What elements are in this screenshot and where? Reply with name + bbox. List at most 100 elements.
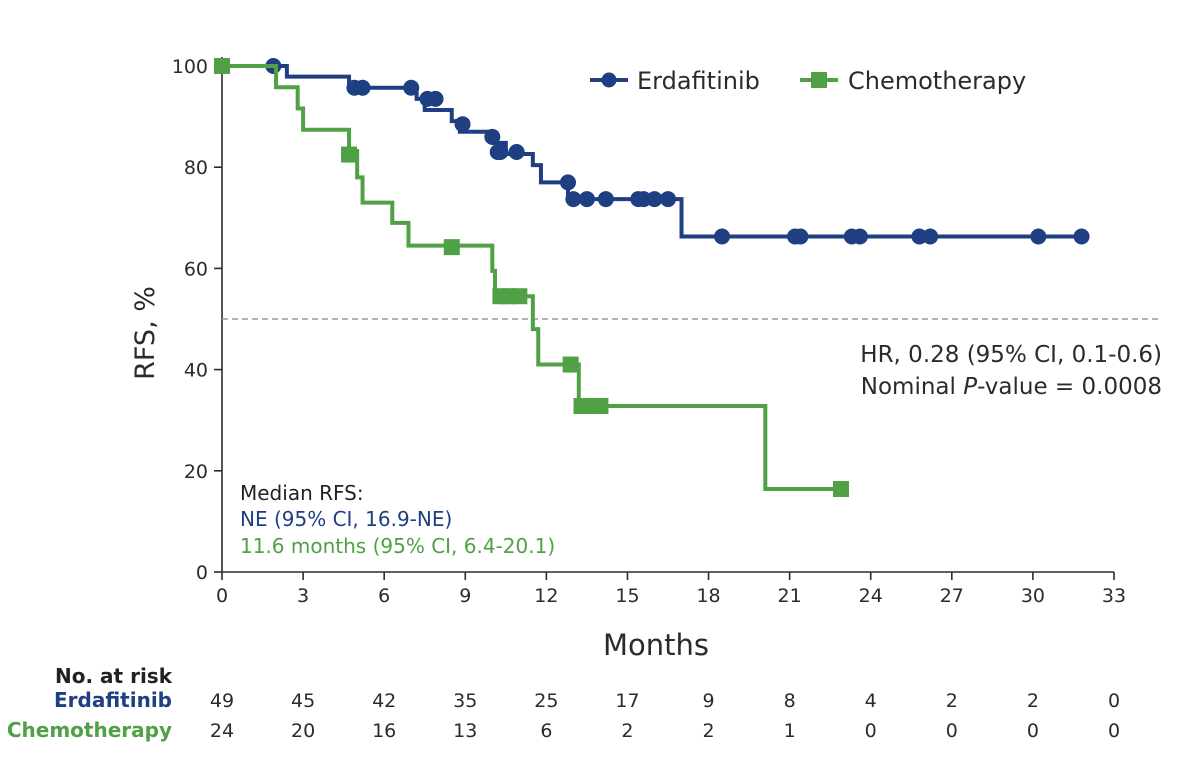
censor-point-erdafitinib bbox=[403, 79, 420, 96]
censor-point-erdafitinib bbox=[578, 191, 595, 208]
y-tick-label: 20 bbox=[184, 461, 208, 483]
censor-point-erdafitinib bbox=[508, 144, 525, 161]
risk-value: 42 bbox=[372, 690, 396, 712]
curve-chemotherapy bbox=[222, 64, 844, 492]
x-tick: 33 bbox=[1102, 572, 1126, 607]
censor-point-erdafitinib bbox=[427, 90, 444, 107]
legend-erdafitinib-label: Erdafitinib bbox=[637, 67, 760, 95]
survival-curves bbox=[214, 58, 1090, 498]
x-tick-label: 6 bbox=[378, 585, 390, 607]
censor-point-erdafitinib bbox=[559, 174, 576, 191]
risk-value: 17 bbox=[615, 690, 639, 712]
y-tick: 80 bbox=[184, 157, 222, 179]
legend-chemotherapy-marker bbox=[811, 72, 827, 88]
censor-point-erdafitinib bbox=[792, 228, 809, 245]
y-tick: 20 bbox=[184, 461, 222, 483]
y-tick: 60 bbox=[184, 258, 222, 280]
risk-value: 6 bbox=[540, 720, 552, 742]
median-rfs-title: Median RFS: bbox=[240, 481, 364, 505]
censor-point-chemotherapy bbox=[341, 146, 358, 163]
risk-value: 35 bbox=[453, 690, 477, 712]
risk-value: 4 bbox=[865, 690, 877, 712]
x-tick-label: 12 bbox=[534, 585, 558, 607]
x-tick-label: 21 bbox=[778, 585, 802, 607]
x-tick: 27 bbox=[940, 572, 964, 607]
x-tick: 6 bbox=[378, 572, 390, 607]
y-tick-label: 100 bbox=[172, 56, 208, 78]
risk-value: 24 bbox=[210, 720, 234, 742]
x-tick-label: 15 bbox=[615, 585, 639, 607]
x-tick: 21 bbox=[778, 572, 802, 607]
risk-value: 16 bbox=[372, 720, 396, 742]
censor-point-erdafitinib bbox=[922, 228, 939, 245]
y-axis-label: RFS, % bbox=[130, 286, 161, 380]
x-ticks: 0 3 6 9 12 15 18 21 24 27 30 33 bbox=[216, 572, 1126, 607]
x-tick-label: 18 bbox=[696, 585, 720, 607]
x-tick-label: 33 bbox=[1102, 585, 1126, 607]
censor-point-erdafitinib bbox=[492, 144, 509, 161]
censor-point-chemotherapy bbox=[511, 288, 528, 305]
p-value-suffix: -value = 0.0008 bbox=[977, 374, 1162, 400]
censor-point-erdafitinib bbox=[454, 116, 471, 133]
legend-chemotherapy-label: Chemotherapy bbox=[848, 67, 1026, 95]
censor-point-erdafitinib bbox=[1030, 228, 1047, 245]
risk-row-label-erdafitinib: Erdafitinib bbox=[54, 688, 172, 712]
legend: Erdafitinib Chemotherapy bbox=[590, 67, 1026, 95]
risk-value: 9 bbox=[702, 690, 714, 712]
x-tick: 12 bbox=[534, 572, 558, 607]
censor-point-erdafitinib bbox=[646, 191, 663, 208]
y-tick: 40 bbox=[184, 360, 222, 382]
risk-value: 0 bbox=[865, 720, 877, 742]
risk-value: 49 bbox=[210, 690, 234, 712]
risk-value: 2 bbox=[621, 720, 633, 742]
x-tick-label: 27 bbox=[940, 585, 964, 607]
x-tick: 30 bbox=[1021, 572, 1045, 607]
hr-annotation: HR, 0.28 (95% CI, 0.1-0.6) bbox=[860, 342, 1162, 368]
risk-value: 20 bbox=[291, 720, 315, 742]
y-tick-label: 60 bbox=[184, 258, 208, 280]
censor-point-chemotherapy bbox=[832, 481, 849, 498]
risk-row-label-chemotherapy: Chemotherapy bbox=[7, 718, 172, 742]
risk-value: 25 bbox=[534, 690, 558, 712]
x-tick-label: 30 bbox=[1021, 585, 1045, 607]
x-tick: 9 bbox=[459, 572, 471, 607]
risk-value: 2 bbox=[946, 690, 958, 712]
risk-value: 2 bbox=[1027, 690, 1039, 712]
risk-value: 0 bbox=[1108, 690, 1120, 712]
censor-point-chemotherapy bbox=[592, 398, 609, 415]
x-tick: 0 bbox=[216, 572, 228, 607]
risk-value: 2 bbox=[702, 720, 714, 742]
censor-point-erdafitinib bbox=[565, 191, 582, 208]
x-tick: 18 bbox=[696, 572, 721, 607]
x-tick: 15 bbox=[615, 572, 640, 607]
risk-value: 0 bbox=[1108, 720, 1120, 742]
risk-value: 0 bbox=[1027, 720, 1039, 742]
x-tick-label: 9 bbox=[459, 585, 471, 607]
censor-point-erdafitinib bbox=[714, 228, 731, 245]
x-tick-label: 24 bbox=[859, 585, 883, 607]
risk-row-chemotherapy: 24 20 16 13 6 2 2 1 0 0 0 0 bbox=[210, 720, 1120, 742]
p-value-prefix: Nominal bbox=[861, 374, 963, 400]
risk-value: 13 bbox=[453, 720, 477, 742]
risk-value: 45 bbox=[291, 690, 315, 712]
y-tick: 0 bbox=[196, 562, 222, 584]
x-tick: 3 bbox=[297, 572, 309, 607]
censor-point-erdafitinib bbox=[851, 228, 868, 245]
risk-table-title: No. at risk bbox=[55, 664, 173, 688]
y-ticks: 0 20 40 60 80 100 bbox=[172, 56, 222, 584]
y-tick-label: 40 bbox=[184, 360, 208, 382]
risk-value: 8 bbox=[784, 690, 796, 712]
censor-point-chemotherapy bbox=[443, 239, 460, 256]
censor-point-chemotherapy bbox=[214, 58, 230, 74]
censor-point-erdafitinib bbox=[1073, 228, 1090, 245]
legend-erdafitinib-marker bbox=[601, 72, 617, 88]
p-value-annotation: Nominal P-value = 0.0008 bbox=[861, 374, 1162, 400]
risk-value: 1 bbox=[784, 720, 796, 742]
censor-point-erdafitinib bbox=[660, 191, 676, 208]
x-axis-label: Months bbox=[603, 628, 709, 662]
x-tick-label: 3 bbox=[297, 585, 309, 607]
risk-values: 49 45 42 35 25 17 9 8 4 2 2 024 20 16 13 6 2 2 1 0 0 0 0 bbox=[210, 690, 1120, 742]
censor-point-erdafitinib bbox=[597, 191, 614, 208]
y-tick-label: 80 bbox=[184, 157, 208, 179]
p-value-italic: P bbox=[963, 374, 977, 400]
